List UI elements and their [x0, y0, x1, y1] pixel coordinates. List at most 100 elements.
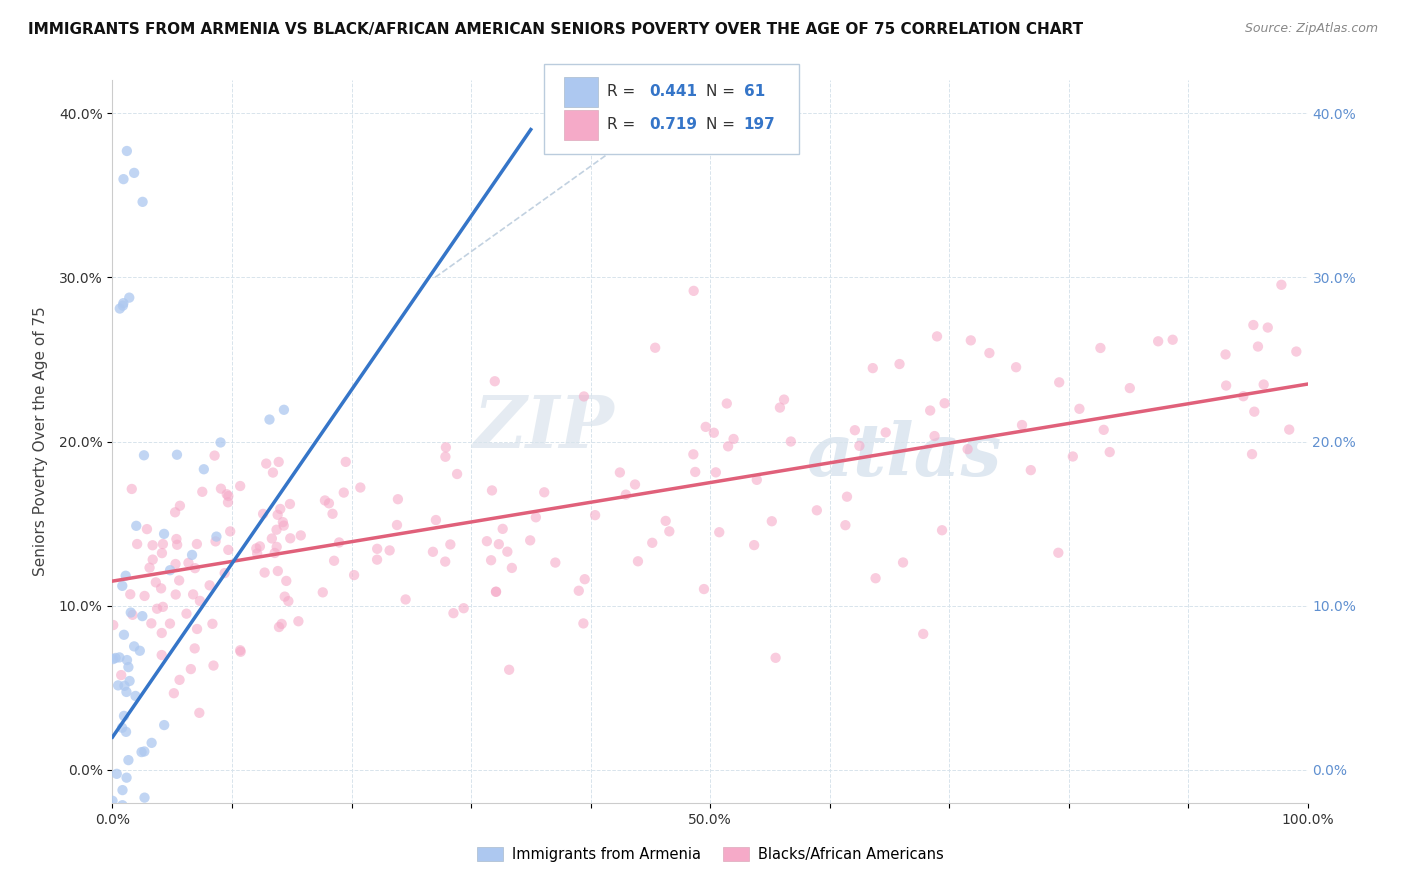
Point: [1147, 334, 1170, 349]
Point: [150, 648, 173, 662]
Point: [111, 579, 134, 593]
Point: [484, 374, 506, 388]
Point: [425, 513, 447, 527]
Point: [176, 607, 198, 621]
Point: [103, 822, 125, 837]
Point: [614, 488, 637, 502]
Point: [266, 540, 288, 554]
Point: [131, 609, 153, 624]
Point: [108, 825, 131, 839]
Point: [683, 465, 706, 479]
Point: [229, 643, 252, 657]
Point: [875, 425, 897, 440]
Point: [318, 496, 340, 510]
Point: [278, 531, 301, 545]
Point: [159, 616, 181, 631]
Point: [742, 538, 765, 552]
Point: [120, 606, 142, 620]
Point: [273, 402, 295, 417]
Point: [723, 432, 745, 446]
Point: [312, 585, 335, 599]
Point: [163, 686, 186, 700]
Point: [862, 361, 884, 376]
Point: [186, 622, 208, 636]
Point: [115, 144, 138, 158]
Point: [1253, 377, 1275, 392]
Point: [1005, 360, 1028, 375]
Point: [136, 522, 159, 536]
Point: [479, 553, 502, 567]
Point: [115, 653, 138, 667]
Point: [627, 554, 650, 568]
Point: [145, 575, 167, 590]
Point: [717, 439, 740, 453]
Point: [166, 538, 188, 552]
Text: ZIP: ZIP: [474, 392, 614, 463]
Point: [889, 357, 911, 371]
Point: [115, 685, 138, 699]
Point: [693, 582, 716, 596]
Point: [128, 644, 150, 658]
Point: [703, 425, 725, 440]
Point: [485, 584, 508, 599]
Point: [181, 548, 204, 562]
Point: [322, 507, 344, 521]
Point: [124, 689, 146, 703]
Point: [112, 296, 135, 310]
Point: [186, 537, 208, 551]
Point: [188, 594, 211, 608]
Point: [117, 660, 139, 674]
Point: [704, 466, 727, 480]
Point: [262, 466, 284, 480]
Point: [152, 801, 174, 815]
Point: [270, 616, 292, 631]
Point: [122, 166, 145, 180]
Point: [167, 574, 190, 588]
Point: [1285, 344, 1308, 359]
Point: [246, 547, 269, 561]
Point: [198, 578, 221, 592]
Point: [335, 455, 357, 469]
Point: [572, 389, 595, 403]
Point: [1119, 381, 1142, 395]
Text: 197: 197: [744, 118, 776, 132]
Point: [253, 566, 276, 580]
Point: [1278, 423, 1301, 437]
Point: [107, 814, 129, 828]
Point: [439, 537, 461, 551]
Point: [891, 556, 914, 570]
Point: [110, 889, 132, 892]
Point: [1215, 378, 1237, 392]
Point: [134, 790, 156, 805]
Text: 0.441: 0.441: [650, 85, 697, 99]
Y-axis label: Seniors Poverty Over the Age of 75: Seniors Poverty Over the Age of 75: [32, 307, 48, 576]
Point: [165, 587, 187, 601]
Point: [269, 502, 291, 516]
Point: [150, 626, 173, 640]
Point: [745, 473, 768, 487]
Point: [150, 582, 173, 596]
Point: [682, 447, 704, 461]
Legend: Immigrants from Armenia, Blacks/African Americans: Immigrants from Armenia, Blacks/African …: [471, 841, 949, 868]
Point: [920, 403, 942, 417]
Point: [111, 798, 134, 813]
Point: [205, 530, 228, 544]
Point: [121, 482, 143, 496]
Point: [117, 753, 139, 767]
Point: [183, 641, 205, 656]
Point: [773, 392, 796, 407]
Point: [366, 541, 388, 556]
Text: atlas: atlas: [806, 420, 1001, 491]
Point: [165, 505, 187, 519]
Point: [277, 594, 299, 608]
Point: [127, 537, 149, 551]
Point: [273, 590, 295, 604]
Point: [181, 587, 204, 601]
Point: [169, 499, 191, 513]
Point: [1047, 546, 1070, 560]
Point: [111, 299, 134, 313]
Point: [204, 534, 226, 549]
Point: [273, 518, 295, 533]
Point: [122, 640, 145, 654]
Point: [110, 668, 132, 682]
